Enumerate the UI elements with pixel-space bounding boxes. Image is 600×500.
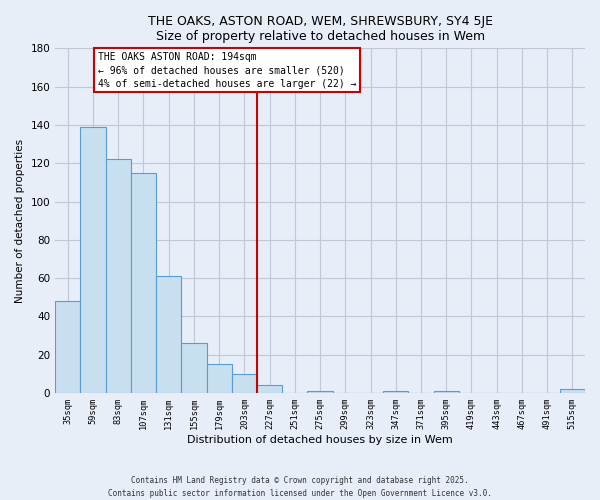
Bar — [257, 386, 282, 393]
Bar — [80, 127, 106, 393]
X-axis label: Distribution of detached houses by size in Wem: Distribution of detached houses by size … — [187, 435, 453, 445]
Bar — [307, 391, 332, 393]
Text: Contains HM Land Registry data © Crown copyright and database right 2025.
Contai: Contains HM Land Registry data © Crown c… — [108, 476, 492, 498]
Bar — [106, 160, 131, 393]
Bar — [560, 390, 585, 393]
Bar — [181, 344, 206, 393]
Bar — [206, 364, 232, 393]
Text: THE OAKS ASTON ROAD: 194sqm
← 96% of detached houses are smaller (520)
4% of sem: THE OAKS ASTON ROAD: 194sqm ← 96% of det… — [98, 52, 356, 88]
Y-axis label: Number of detached properties: Number of detached properties — [15, 138, 25, 303]
Bar — [156, 276, 181, 393]
Bar — [434, 391, 459, 393]
Bar — [131, 173, 156, 393]
Bar — [232, 374, 257, 393]
Title: THE OAKS, ASTON ROAD, WEM, SHREWSBURY, SY4 5JE
Size of property relative to deta: THE OAKS, ASTON ROAD, WEM, SHREWSBURY, S… — [148, 15, 493, 43]
Bar — [55, 301, 80, 393]
Bar — [383, 391, 409, 393]
